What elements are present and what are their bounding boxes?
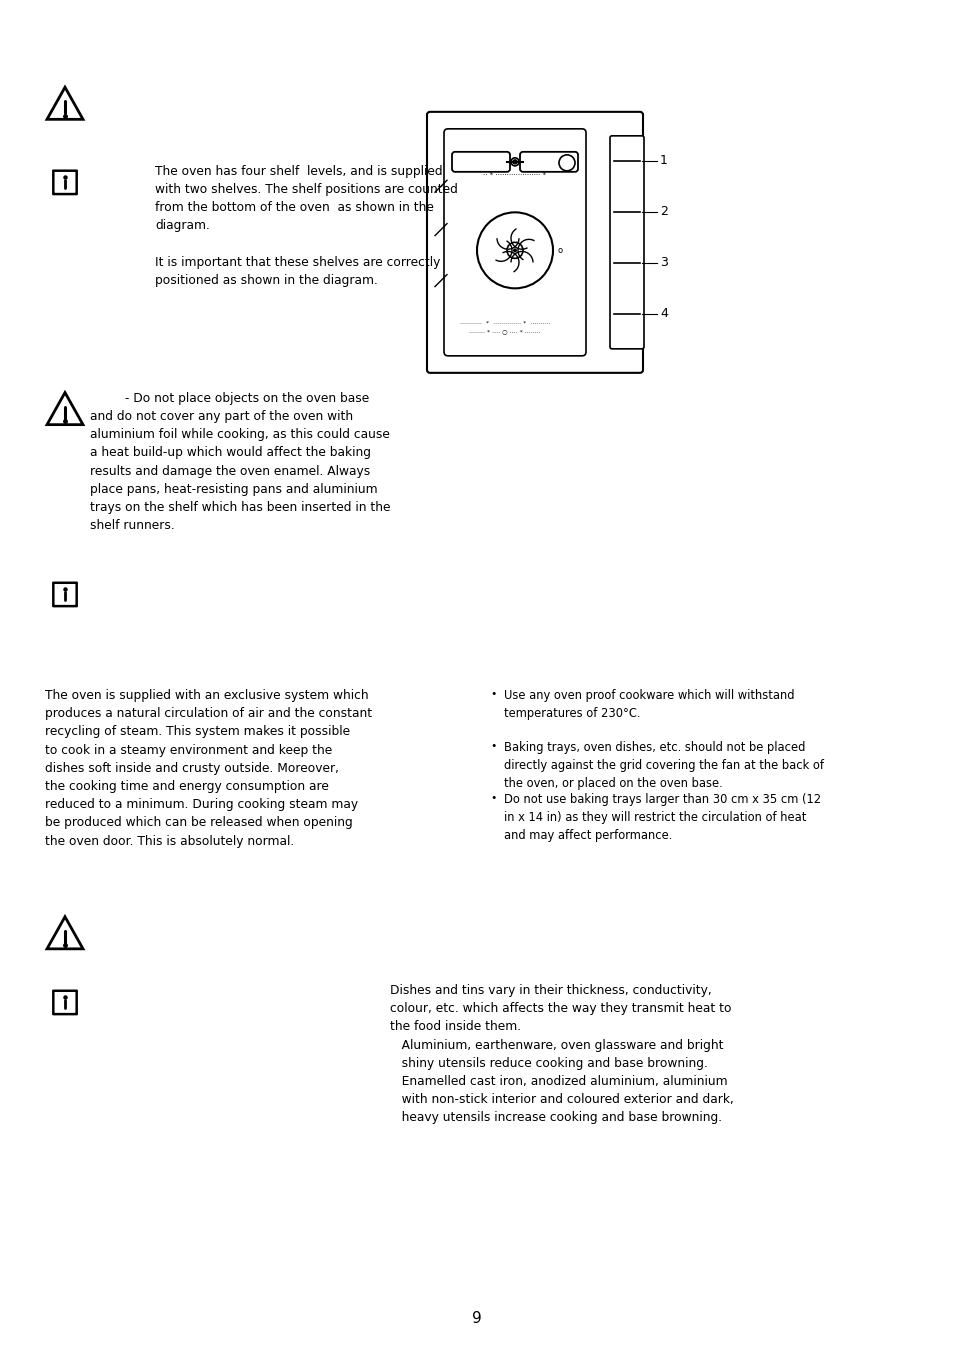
Text: - Do not place objects on the oven base
and do not cover any part of the oven wi: - Do not place objects on the oven base … <box>90 392 390 532</box>
Text: •: • <box>490 689 496 698</box>
Text: 9: 9 <box>472 1310 481 1327</box>
FancyBboxPatch shape <box>427 112 642 373</box>
Text: The oven has four shelf  levels, and is supplied
with two shelves. The shelf pos: The oven has four shelf levels, and is s… <box>154 165 457 286</box>
Text: ·· * ···················· *: ·· * ···················· * <box>483 172 546 178</box>
Text: ···········  *  ·············· *  ··········: ··········· * ·············· * ·········… <box>459 322 550 327</box>
Text: Baking trays, oven dishes, etc. should not be placed
directly against the grid c: Baking trays, oven dishes, etc. should n… <box>503 740 823 790</box>
Text: •: • <box>490 793 496 802</box>
Text: ········ * ···· ○ ···· * ········: ········ * ···· ○ ···· * ········ <box>469 330 540 334</box>
Text: The oven is supplied with an exclusive system which
produces a natural circulati: The oven is supplied with an exclusive s… <box>45 689 372 847</box>
Circle shape <box>513 249 517 253</box>
Text: Aluminium, earthenware, oven glassware and bright
   shiny utensils reduce cooki: Aluminium, earthenware, oven glassware a… <box>390 1039 733 1124</box>
Text: o: o <box>558 246 562 255</box>
Text: Dishes and tins vary in their thickness, conductivity,
colour, etc. which affect: Dishes and tins vary in their thickness,… <box>390 984 731 1034</box>
Text: •: • <box>490 740 496 751</box>
FancyBboxPatch shape <box>609 136 643 349</box>
Circle shape <box>513 159 517 163</box>
Text: 4: 4 <box>659 307 667 320</box>
Text: Use any oven proof cookware which will withstand
temperatures of 230°C.: Use any oven proof cookware which will w… <box>503 689 794 720</box>
FancyBboxPatch shape <box>443 128 585 355</box>
Text: 3: 3 <box>659 257 667 269</box>
Text: 1: 1 <box>659 154 667 168</box>
Text: Do not use baking trays larger than 30 cm x 35 cm (12
in x 14 in) as they will r: Do not use baking trays larger than 30 c… <box>503 793 821 843</box>
Text: 2: 2 <box>659 205 667 219</box>
